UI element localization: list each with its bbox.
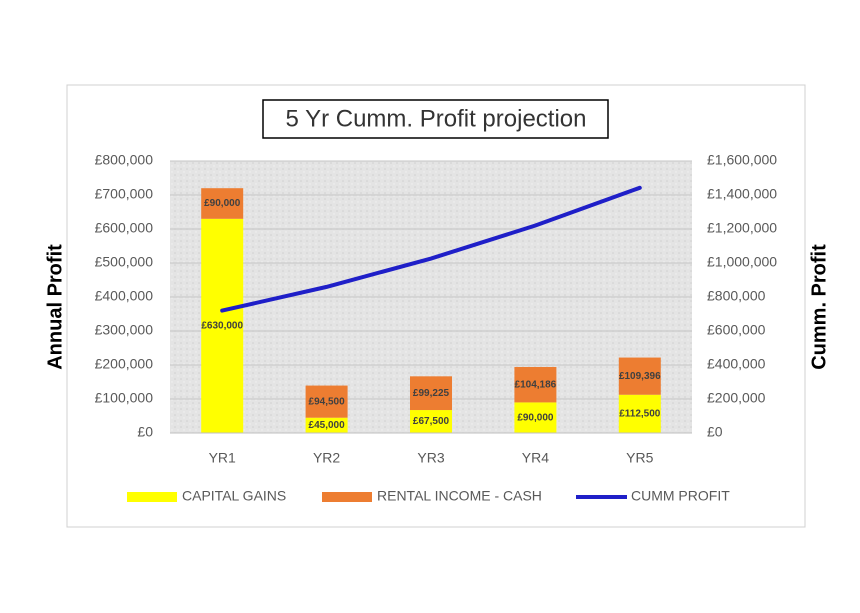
y-tick-label: £500,000 [95,254,154,270]
y2-tick-label: £1,400,000 [707,186,777,202]
legend-label: CUMM PROFIT [631,488,730,504]
y-tick-label: £200,000 [95,356,154,372]
y-tick-label: £800,000 [95,152,154,168]
bar [410,376,452,411]
x-tick-label: YR2 [313,450,340,466]
data-label: £90,000 [204,198,241,209]
bar [618,357,661,395]
bar [410,410,452,433]
data-label: £67,500 [413,416,450,427]
data-label: £630,000 [201,321,243,332]
y2-tick-label: £1,000,000 [707,254,777,270]
chart-title: 5 Yr Cumm. Profit projection [286,105,587,132]
bar [618,394,661,433]
y2-tick-label: £1,200,000 [707,220,777,236]
data-label: £94,500 [309,396,346,407]
y-tick-label: £700,000 [95,186,154,202]
y-tick-label: £100,000 [95,390,154,406]
y2-tick-label: £200,000 [707,390,766,406]
data-label: £90,000 [517,412,554,423]
bar [305,385,348,418]
title-box [262,99,609,139]
legend-swatch [127,492,177,502]
y2-axis-title: Cumm. Profit [808,244,830,370]
x-tick-label: YR4 [522,450,549,466]
y-axis-title: Annual Profit [44,244,66,370]
data-label: £109,396 [619,371,661,382]
data-label: £45,000 [309,420,346,431]
y-tick-label: £600,000 [95,220,154,236]
legend-label: RENTAL INCOME - CASH [377,488,542,504]
legend-label: CAPITAL GAINS [182,488,286,504]
y-tick-label: £400,000 [95,288,154,304]
bar [514,366,557,403]
data-label: £112,500 [619,409,661,420]
y2-tick-label: £800,000 [707,288,766,304]
y2-tick-label: £600,000 [707,322,766,338]
y-tick-label: £0 [137,424,153,440]
bar [305,417,348,433]
y-tick-label: £300,000 [95,322,154,338]
bar [201,188,244,219]
x-tick-label: YR1 [209,450,236,466]
bar [201,218,244,433]
x-tick-label: YR3 [417,450,444,466]
bar [514,402,557,433]
line [220,185,642,313]
data-label: £99,225 [413,388,450,399]
y2-tick-label: £0 [707,424,723,440]
legend-swatch [322,492,372,502]
x-tick-label: YR5 [626,450,653,466]
data-label: £104,186 [515,379,557,390]
y2-tick-label: £1,600,000 [707,152,777,168]
y2-tick-label: £400,000 [707,356,766,372]
